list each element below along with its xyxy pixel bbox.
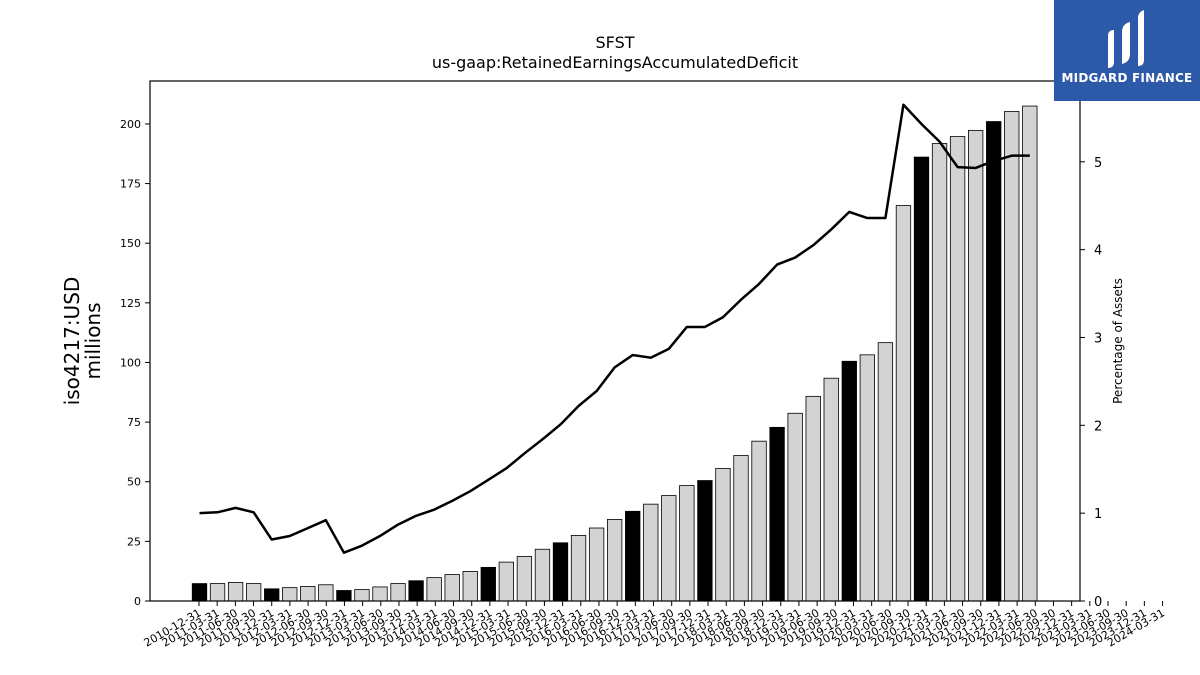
y-tick-label: 100: [120, 356, 141, 369]
bar: [625, 510, 641, 602]
bar: [516, 555, 533, 602]
y-tick-label: 150: [120, 237, 141, 250]
bar: [697, 480, 713, 602]
bar: [787, 412, 803, 602]
bar: [751, 440, 767, 602]
percentage-line: [199, 103, 1030, 554]
y2-tick-label: 3: [1094, 331, 1102, 346]
bar: [444, 574, 460, 602]
bar: [426, 577, 442, 602]
bar: [913, 156, 930, 602]
bar: [968, 129, 984, 602]
y2-tick-label: 2: [1094, 419, 1102, 434]
y2-tick-label: 0: [1094, 595, 1102, 610]
bar: [841, 360, 857, 602]
y-tick-label: 0: [134, 595, 141, 608]
y-tick-label: 200: [120, 118, 141, 131]
bar: [733, 455, 749, 602]
chart-title: SFST: [595, 33, 634, 52]
y-tick-label: 25: [127, 535, 141, 548]
bar: [895, 205, 912, 602]
bar: [227, 581, 244, 602]
midgard-logo-icon: [1108, 10, 1144, 68]
bar-group: [191, 105, 1038, 602]
bar: [1022, 105, 1038, 602]
bar: [588, 527, 605, 602]
line-group: [199, 103, 1030, 554]
bar: [480, 566, 496, 602]
bar: [661, 495, 677, 602]
right-axis: 0 1 2 3 4 5: [1080, 156, 1102, 610]
bar: [300, 586, 316, 602]
bar: [1004, 111, 1020, 602]
bar: [245, 583, 262, 602]
bar: [390, 583, 406, 602]
bar: [949, 136, 966, 602]
bar: [679, 485, 695, 602]
bar: [643, 503, 659, 602]
bar: [354, 589, 370, 602]
brand-logo: MIDGARD FINANCE: [1054, 0, 1200, 101]
y2-tick-label: 5: [1094, 156, 1102, 171]
chart-subtitle: us-gaap:RetainedEarningsAccumulatedDefic…: [432, 53, 798, 72]
bar: [209, 583, 226, 602]
bar: [318, 584, 334, 602]
y-tick-label: 175: [120, 178, 141, 191]
bar: [462, 571, 478, 602]
y-tick-label: 125: [120, 297, 141, 310]
bar: [805, 395, 821, 602]
y-axis-label: iso4217:USD: [60, 277, 84, 406]
bar: [191, 583, 208, 602]
bar: [372, 586, 388, 602]
logo-text: MIDGARD FINANCE: [1061, 71, 1193, 85]
y-tick-label: 50: [127, 476, 141, 489]
y2-tick-label: 1: [1094, 507, 1102, 522]
bar: [769, 426, 785, 602]
left-axis: 0 25 50 75 100 125 150 175 200: [120, 118, 150, 608]
bar: [877, 342, 894, 602]
plot-frame: [149, 80, 1081, 602]
y2-axis-label: Percentage of Assets: [1111, 278, 1125, 404]
bar: [264, 588, 280, 602]
bar: [823, 377, 839, 602]
bar: [570, 535, 587, 602]
bar: [859, 354, 875, 602]
bar: [534, 548, 551, 602]
bar: [408, 580, 424, 602]
bar: [931, 143, 948, 602]
y-axis-unit-label: millions: [81, 302, 105, 379]
bar: [282, 587, 298, 602]
bar: [336, 590, 352, 602]
bar: [607, 519, 623, 602]
x-axis: 2010-12-312011-03-312011-06-302011-09-30…: [142, 601, 1167, 650]
bar: [715, 467, 731, 602]
bar: [986, 121, 1002, 602]
bar: [498, 561, 515, 602]
y2-tick-label: 4: [1094, 244, 1102, 259]
y-tick-label: 75: [127, 416, 141, 429]
bar: [552, 542, 569, 602]
